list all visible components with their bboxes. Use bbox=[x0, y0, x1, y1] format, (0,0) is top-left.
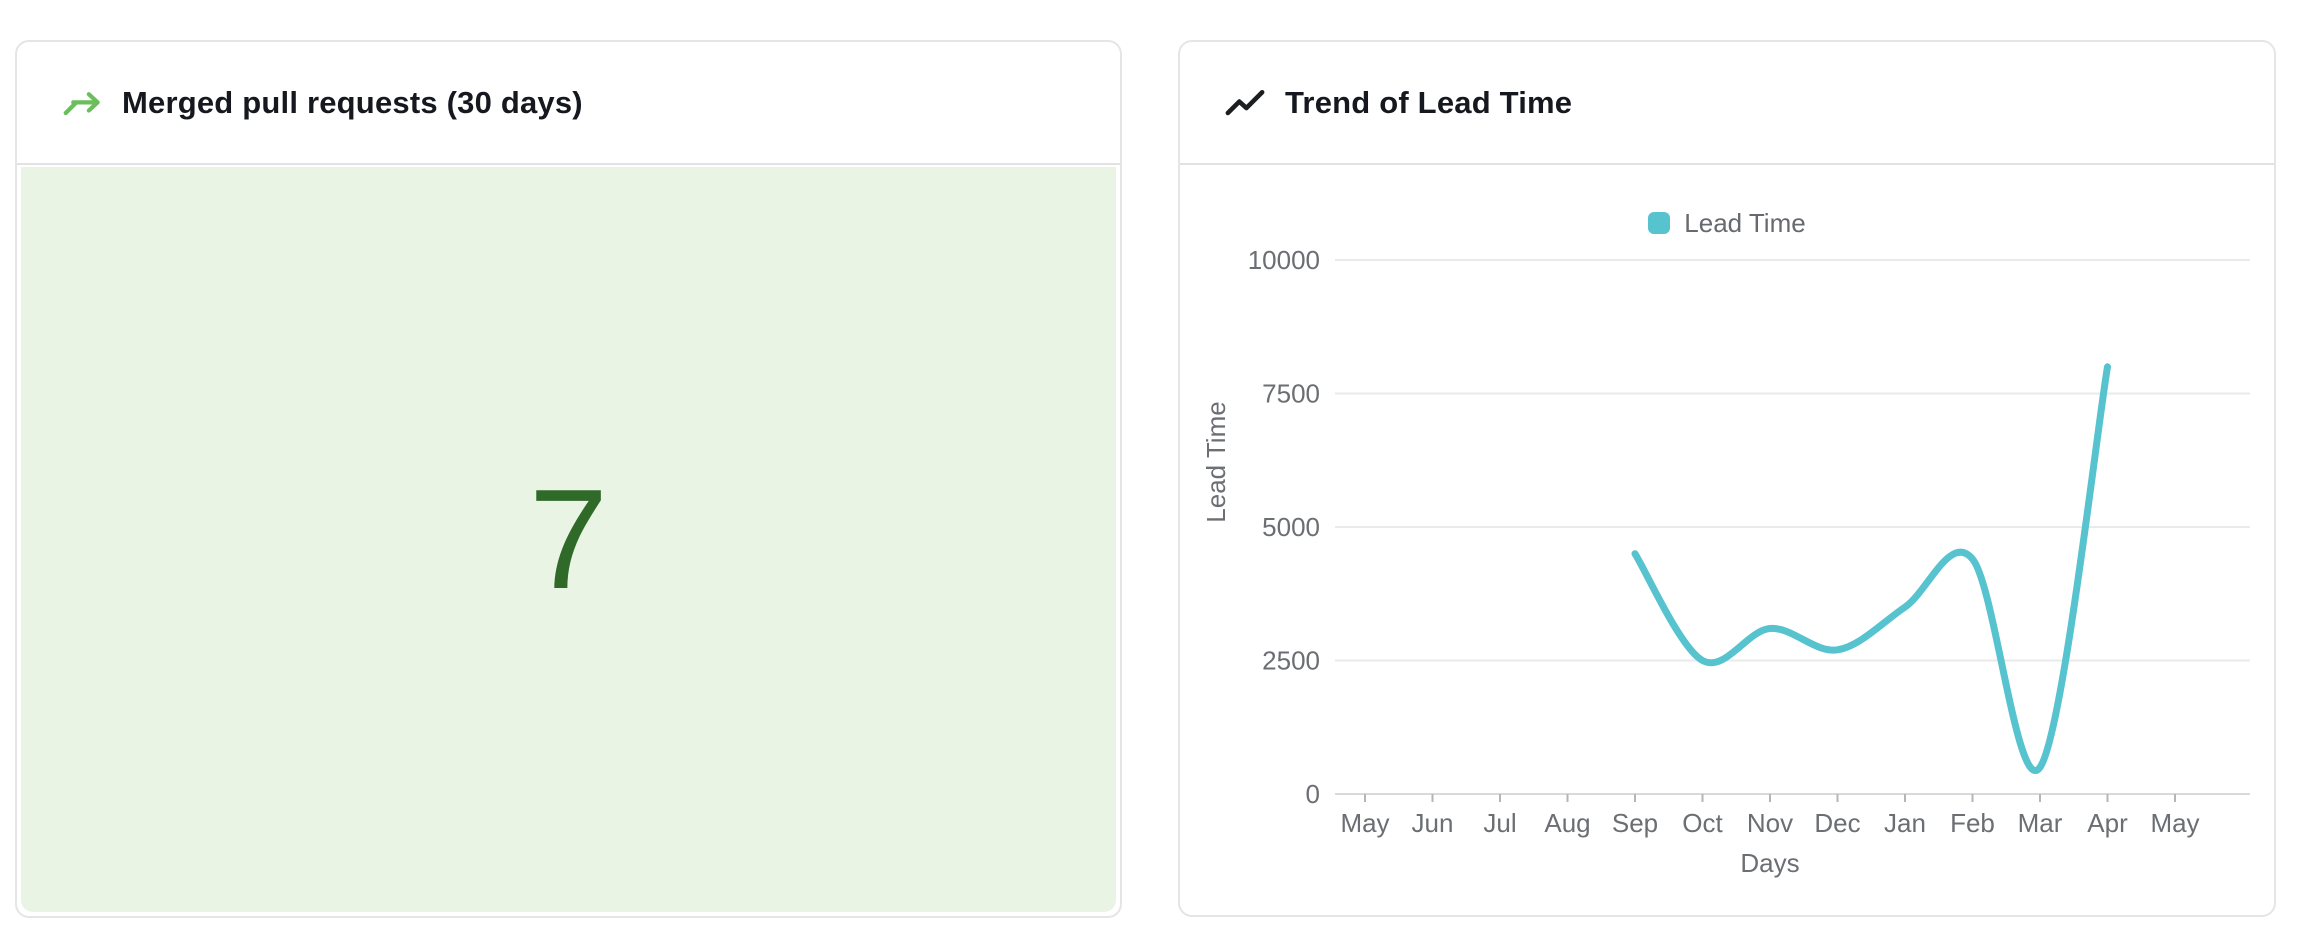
lead-time-card-header: Trend of Lead Time bbox=[1180, 42, 2274, 165]
svg-text:Jun: Jun bbox=[1412, 808, 1454, 838]
merged-pr-count: 7 bbox=[529, 459, 608, 619]
svg-text:Sep: Sep bbox=[1612, 808, 1658, 838]
lead-time-chart[interactable]: 0 2500 5000 7500 10000 May Jun Jul Aug Sep Oct Nov D… bbox=[1180, 235, 2274, 915]
svg-text:Days: Days bbox=[1740, 848, 1799, 878]
merged-pr-card-header: Merged pull requests (30 days) bbox=[17, 42, 1120, 165]
lead-time-card: Trend of Lead Time Lead Time 0 2500 5000 75… bbox=[1178, 40, 2276, 917]
svg-text:Mar: Mar bbox=[2018, 808, 2063, 838]
svg-text:May: May bbox=[1340, 808, 1389, 838]
svg-text:Jul: Jul bbox=[1483, 808, 1516, 838]
svg-text:0: 0 bbox=[1306, 779, 1320, 809]
svg-text:Dec: Dec bbox=[1814, 808, 1860, 838]
merged-pr-card: Merged pull requests (30 days) 7 bbox=[15, 40, 1122, 918]
svg-text:10000: 10000 bbox=[1248, 245, 1320, 275]
merge-icon bbox=[62, 83, 102, 123]
svg-text:Aug: Aug bbox=[1544, 808, 1590, 838]
lead-time-title: Trend of Lead Time bbox=[1285, 84, 1573, 120]
legend-item-lead-time[interactable]: Lead Time bbox=[1180, 208, 2274, 238]
svg-text:May: May bbox=[2150, 808, 2199, 838]
svg-text:Lead Time: Lead Time bbox=[1201, 401, 1231, 522]
svg-text:Apr: Apr bbox=[2087, 808, 2128, 838]
svg-text:2500: 2500 bbox=[1262, 646, 1320, 676]
svg-text:Oct: Oct bbox=[1682, 808, 1723, 838]
svg-text:Jan: Jan bbox=[1884, 808, 1926, 838]
legend-swatch bbox=[1648, 212, 1671, 234]
svg-text:7500: 7500 bbox=[1262, 379, 1320, 409]
merged-pr-title: Merged pull requests (30 days) bbox=[122, 84, 583, 120]
merged-pr-value-panel: 7 bbox=[21, 167, 1116, 912]
legend-label: Lead Time bbox=[1684, 207, 1806, 238]
svg-text:5000: 5000 bbox=[1262, 512, 1320, 542]
svg-text:Feb: Feb bbox=[1950, 808, 1995, 838]
svg-text:Nov: Nov bbox=[1747, 808, 1793, 838]
trend-line-icon bbox=[1225, 83, 1265, 123]
